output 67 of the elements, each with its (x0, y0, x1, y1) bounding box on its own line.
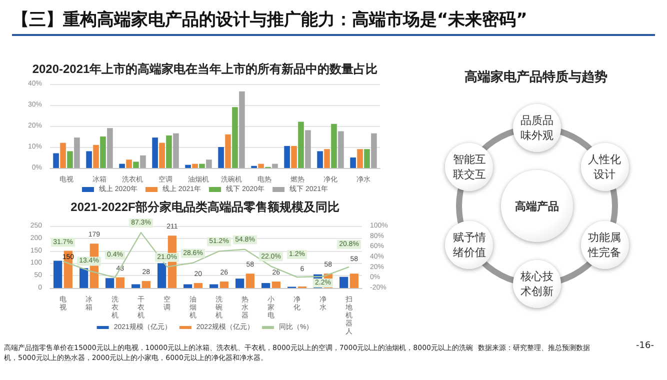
bar (246, 274, 254, 288)
bar (220, 282, 228, 288)
bar (192, 164, 198, 168)
bar (291, 146, 297, 168)
bar (60, 142, 66, 168)
bar (239, 91, 245, 168)
bar (133, 162, 139, 168)
bar (132, 284, 140, 288)
bar (152, 138, 158, 168)
bar (272, 164, 278, 168)
bar (107, 128, 113, 168)
bar (126, 160, 132, 168)
bar (116, 277, 124, 288)
text: -16- (636, 341, 654, 351)
bar (340, 276, 348, 288)
bar (371, 133, 377, 168)
bar (74, 138, 80, 168)
bar (142, 281, 150, 288)
bar (338, 131, 344, 168)
bar (80, 268, 88, 288)
chart-title: 2021-2022F部分家电品类高端品零售额规模及同比 (70, 200, 340, 214)
bar (173, 133, 179, 168)
bar (350, 274, 358, 288)
bar (206, 160, 212, 168)
bar (194, 283, 202, 288)
bar (272, 282, 280, 288)
text: 人性化设计 (580, 143, 629, 191)
bar (93, 144, 99, 168)
text: 高端产品 (501, 170, 573, 242)
bar (106, 278, 114, 288)
bar (53, 153, 59, 168)
bar (199, 164, 205, 168)
bar (232, 107, 238, 168)
bar (258, 164, 264, 168)
bar (86, 151, 92, 168)
bar (262, 283, 270, 288)
bar (158, 263, 166, 288)
bar (357, 149, 363, 168)
text: 智能互联交互 (445, 143, 494, 191)
bar (236, 278, 244, 288)
bar (184, 284, 192, 288)
bar (166, 135, 172, 168)
bar (305, 130, 311, 168)
bar (331, 124, 337, 168)
bar (225, 134, 231, 168)
bar (284, 146, 290, 168)
text: 【三】重构高端家电产品的设计与推广能力：高端市场是“未来密码” (12, 9, 528, 31)
bar (119, 164, 125, 168)
bar (350, 158, 356, 168)
text: 品质品味外观 (513, 104, 561, 152)
bar (67, 151, 73, 168)
text: 核心技术创新 (513, 260, 561, 308)
text: 功能属性完备 (580, 221, 629, 269)
bar (210, 284, 218, 288)
bar (185, 164, 191, 168)
bar (324, 149, 330, 168)
bar (298, 122, 304, 168)
bar (100, 136, 106, 168)
text: 赋予情绪价值 (445, 221, 494, 269)
bar (218, 147, 224, 168)
bar (317, 151, 323, 168)
text: 高端家电产品特质与趋势 (464, 68, 608, 86)
bar (364, 149, 370, 168)
bar (159, 142, 165, 168)
chart-title: 2020-2021年上市的高端家电在当年上市的所有新品中的数量占比 (32, 62, 378, 76)
bar (54, 260, 62, 288)
bar (140, 155, 146, 168)
